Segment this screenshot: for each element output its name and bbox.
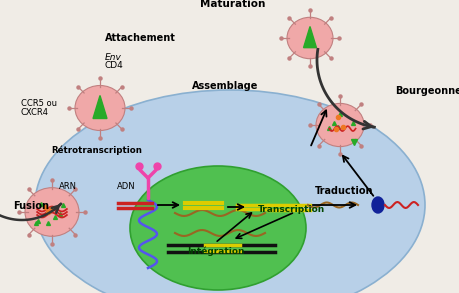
- Text: Traduction: Traduction: [314, 186, 373, 196]
- Text: ADN: ADN: [117, 182, 135, 191]
- Ellipse shape: [371, 197, 383, 213]
- Text: Maturation: Maturation: [199, 0, 264, 9]
- Text: Intégration: Intégration: [187, 246, 244, 255]
- Text: Assemblage: Assemblage: [192, 81, 258, 91]
- Ellipse shape: [315, 103, 363, 146]
- Ellipse shape: [25, 188, 79, 236]
- Text: Attachement: Attachement: [105, 33, 175, 43]
- Text: Fusion: Fusion: [13, 201, 49, 211]
- Text: Env: Env: [105, 52, 122, 62]
- Ellipse shape: [286, 17, 332, 59]
- Polygon shape: [93, 96, 107, 118]
- Polygon shape: [303, 26, 316, 48]
- Ellipse shape: [75, 86, 125, 130]
- Text: Rétrotranscription: Rétrotranscription: [51, 146, 142, 155]
- Ellipse shape: [35, 90, 424, 293]
- Text: Bourgeonnement: Bourgeonnement: [395, 86, 459, 96]
- Text: CCR5 ou: CCR5 ou: [21, 99, 56, 108]
- Ellipse shape: [130, 166, 305, 290]
- Text: CXCR4: CXCR4: [21, 108, 49, 117]
- Text: CD4: CD4: [105, 61, 123, 70]
- Text: Transcription: Transcription: [257, 205, 324, 214]
- Text: ARN: ARN: [59, 182, 77, 191]
